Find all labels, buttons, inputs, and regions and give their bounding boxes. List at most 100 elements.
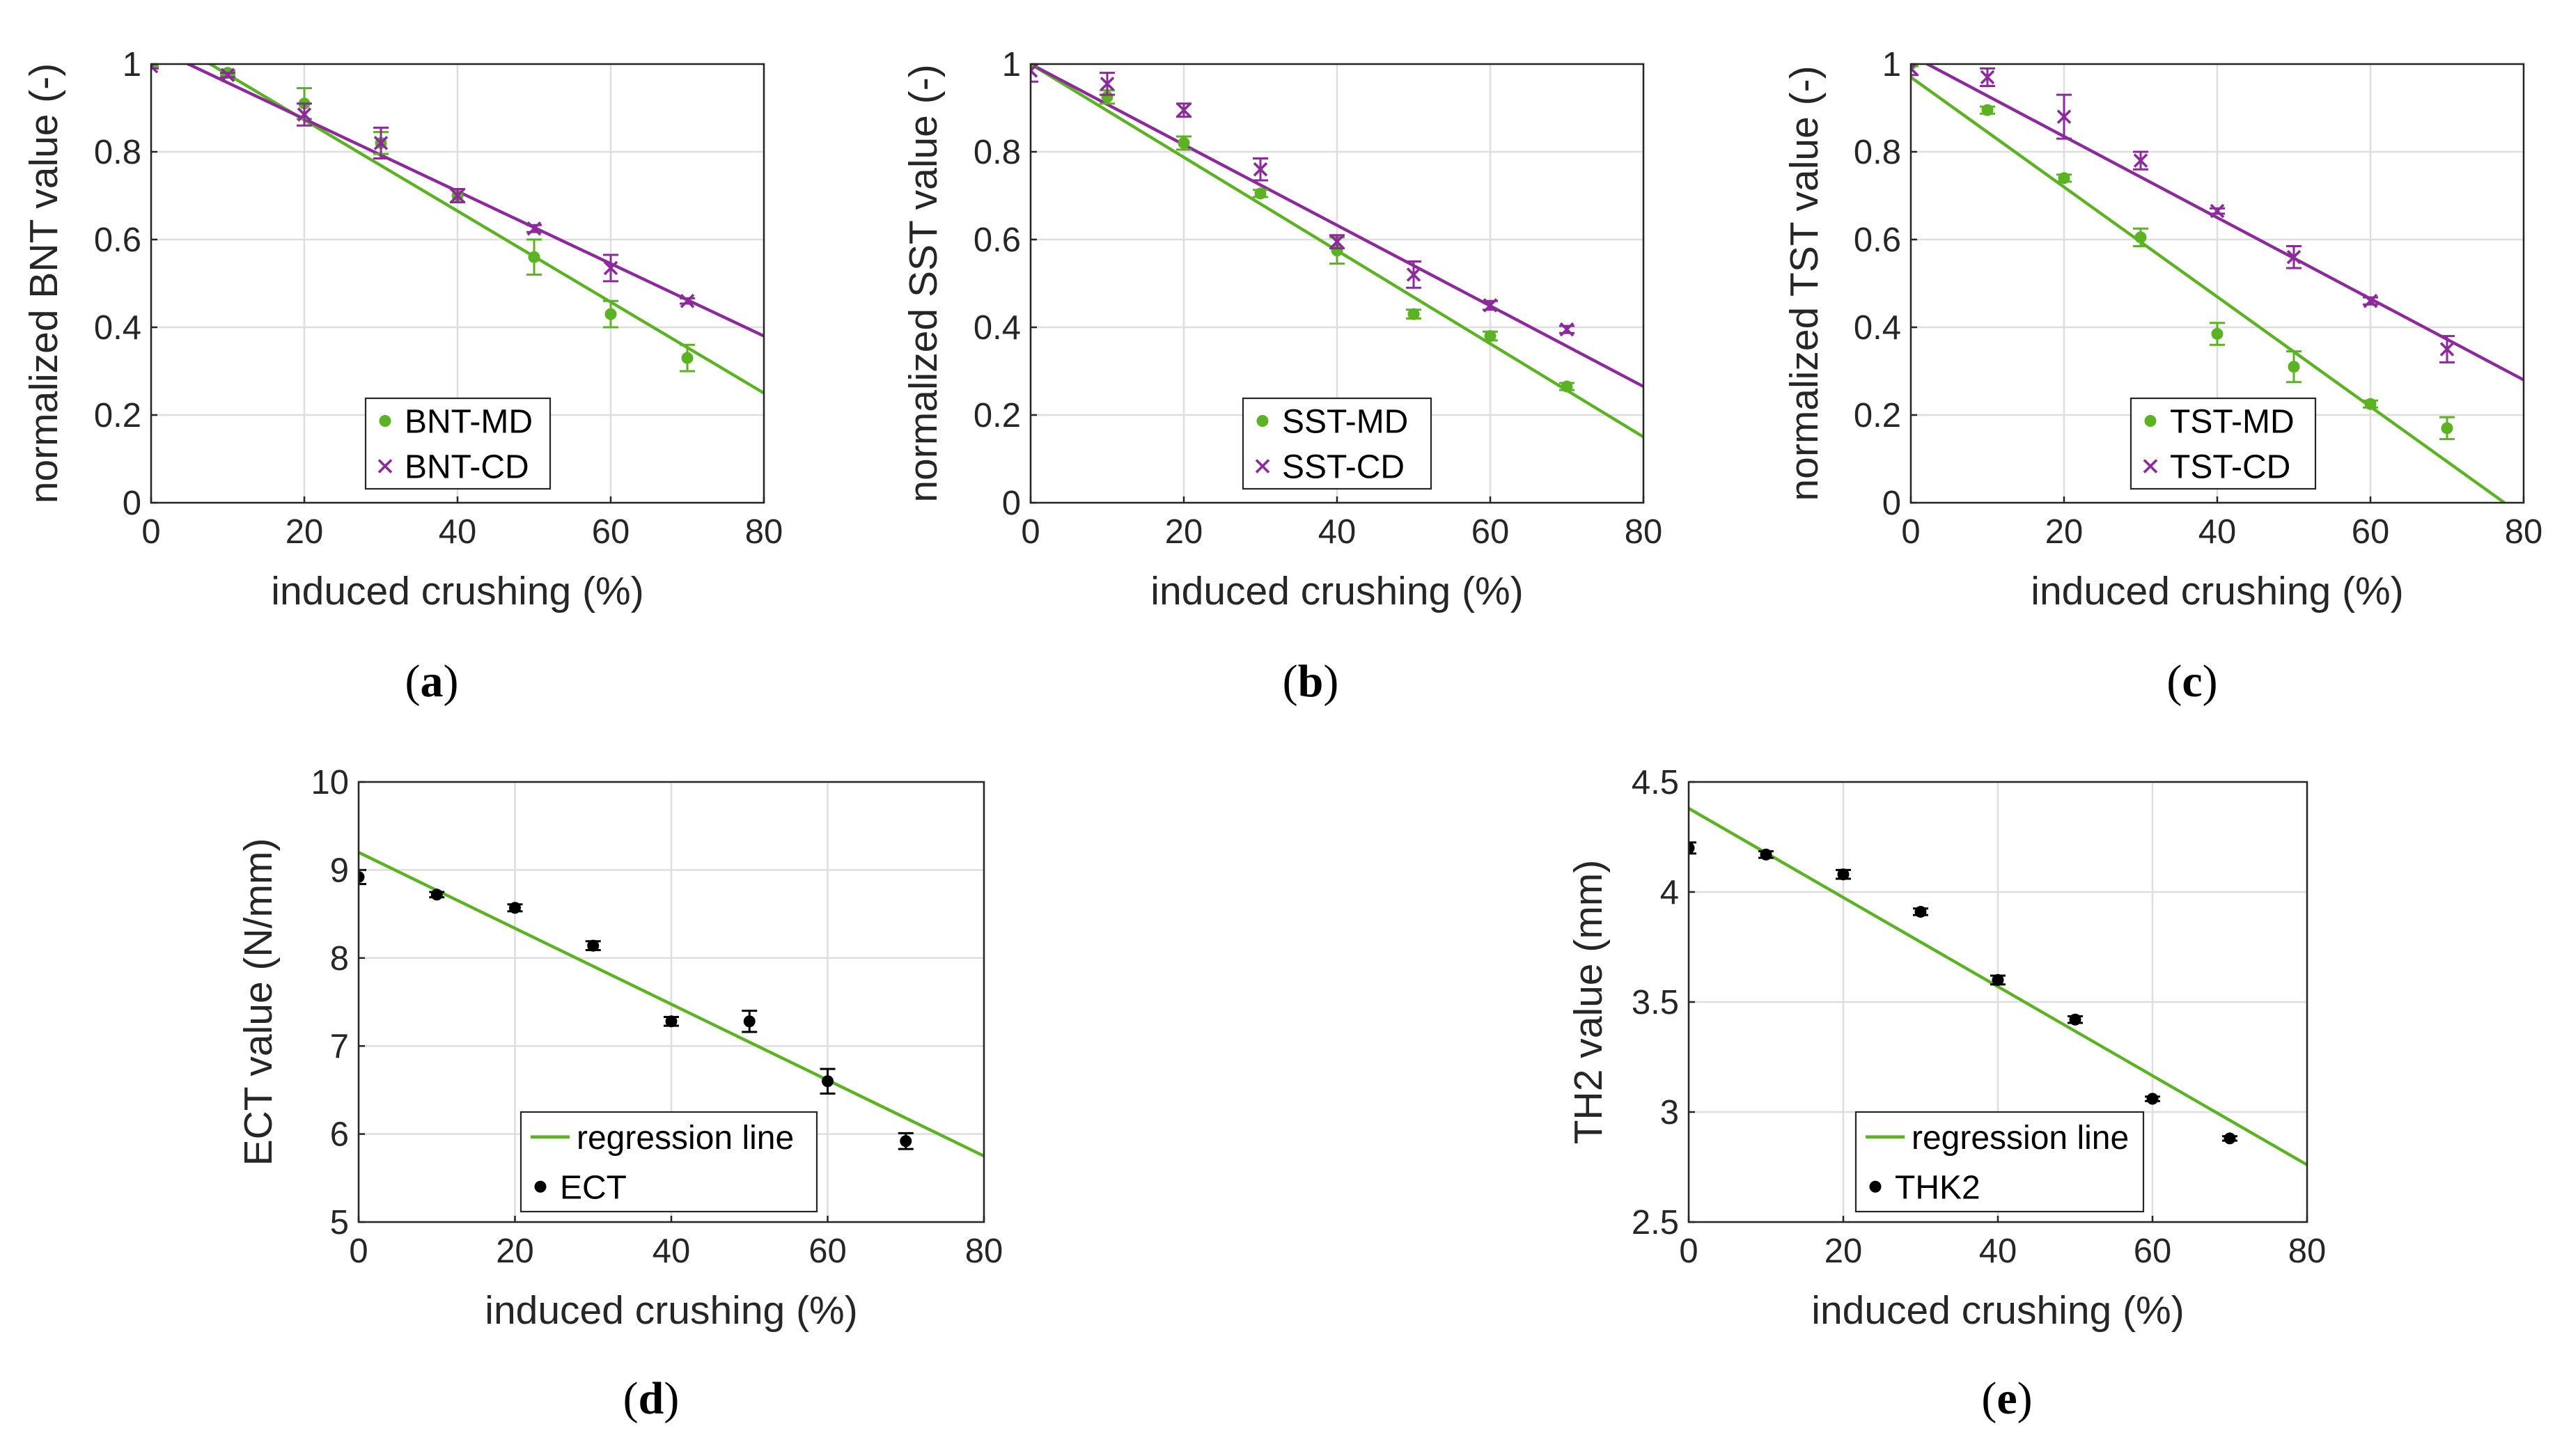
legend: TST-MD TST-CD xyxy=(2130,397,2317,490)
caption-open-paren: ( xyxy=(1981,1373,1996,1424)
caption-open-paren: ( xyxy=(405,656,421,707)
x-tick-label: 80 xyxy=(965,1232,1003,1270)
caption-close-paren: ) xyxy=(2203,656,2218,707)
panel-c: 0 20 40 60 80 0 0.2 0.4 0.6 0.8 1 induced crushing … xyxy=(1782,46,2542,707)
legend-label-bnt-md: BNT-MD xyxy=(405,404,533,441)
legend-label-ect: ECT xyxy=(560,1169,627,1206)
fit-line-tst-md xyxy=(1911,76,2506,503)
x-tick-label: 40 xyxy=(2198,513,2237,551)
legend-swatch-tst-md xyxy=(2144,415,2157,427)
data-point-tst-md xyxy=(2211,327,2224,340)
data-point-bnt-cd xyxy=(680,293,695,308)
plot-content xyxy=(1689,807,2307,1166)
data-point-bnt-md xyxy=(604,308,617,320)
data-point-tst-cd xyxy=(2056,109,2072,124)
x-tick-label: 40 xyxy=(439,513,477,551)
data-point-sst-md xyxy=(1178,136,1190,149)
x-tick-label: 20 xyxy=(1165,513,1203,551)
legend: SST-MD SST-CD xyxy=(1242,397,1432,490)
x-tick-label: 20 xyxy=(2045,513,2084,551)
y-tick-label: 10 xyxy=(311,764,349,801)
data-point-sst-cd xyxy=(1329,234,1345,249)
data-point-tst-md xyxy=(1981,104,1994,116)
caption-letter: e xyxy=(1996,1373,2017,1424)
y-tick-label: 0.8 xyxy=(974,134,1021,171)
plot-content xyxy=(1031,64,1643,439)
x-tick-label: 20 xyxy=(1824,1232,1863,1270)
legend-swatch-bnt-cd xyxy=(377,459,393,473)
y-tick-label: 0 xyxy=(123,485,141,522)
x-axis-label: induced crushing (%) xyxy=(1150,569,1523,613)
panel-b: 0 20 40 60 80 0 0.2 0.4 0.6 0.8 1 induced crushing … xyxy=(901,46,1662,707)
y-tick-label: 9 xyxy=(330,852,349,889)
legend-label-sst-cd: SST-CD xyxy=(1282,449,1405,486)
x-tick-label: 60 xyxy=(808,1232,847,1270)
x-tick-label: 60 xyxy=(592,513,630,551)
error-bar-bnt-cd xyxy=(151,64,159,70)
y-tick-label: 0.4 xyxy=(974,309,1021,347)
caption-open-paren: ( xyxy=(2166,656,2182,707)
data-point-tst-cd xyxy=(2133,153,2148,168)
data-point-sst-md xyxy=(1254,187,1267,200)
panel-caption: (d) xyxy=(623,1373,680,1424)
data-point-ect xyxy=(822,1075,834,1088)
data-point-tst-md xyxy=(2441,422,2453,435)
y-tick-label: 3 xyxy=(1660,1094,1679,1132)
legend-label-tst-cd: TST-CD xyxy=(2170,449,2290,486)
legend: regression line ECT xyxy=(519,1111,818,1213)
panel-caption: (a) xyxy=(405,656,459,707)
y-tick-label: 0.4 xyxy=(1854,309,1901,347)
x-axis-label: induced crushing (%) xyxy=(2031,569,2403,613)
x-tick-label: 60 xyxy=(1471,513,1510,551)
legend-label-regression-line: regression line xyxy=(1912,1120,2129,1157)
legend-box xyxy=(1242,397,1432,490)
data-point-bnt-cd xyxy=(603,260,618,276)
data-point-ect xyxy=(509,902,521,914)
data-point-sst-cd xyxy=(1559,322,1574,337)
y-tick-label: 5 xyxy=(330,1204,349,1242)
panel-a: 0 20 40 60 80 0 0.2 0.4 0.6 0.8 1 induced crushing … xyxy=(22,46,783,707)
y-axis-label: normalized TST value (-) xyxy=(1782,65,1827,501)
data-point-bnt-cd xyxy=(373,136,389,150)
data-point-bnt-md xyxy=(528,251,540,263)
data-point-sst-cd xyxy=(1406,267,1421,282)
caption-close-paren: ) xyxy=(444,656,459,707)
x-axis-label: induced crushing (%) xyxy=(1811,1288,2184,1333)
y-tick-label: 6 xyxy=(330,1116,349,1154)
legend: BNT-MD BNT-CD xyxy=(364,397,552,490)
error-bar-sst-cd xyxy=(1031,64,1038,83)
data-point-thk2 xyxy=(2069,1013,2081,1026)
data-point-tst-md xyxy=(2058,172,2070,185)
plot-content xyxy=(1911,64,2524,503)
x-tick-label: 40 xyxy=(1318,513,1357,551)
legend-box xyxy=(1854,1111,2145,1213)
y-tick-label: 1 xyxy=(123,46,141,84)
panel-caption: (c) xyxy=(2166,656,2217,707)
x-tick-label: 80 xyxy=(2288,1232,2327,1270)
caption-close-paren: ) xyxy=(2017,1373,2033,1424)
x-axis-label: induced crushing (%) xyxy=(271,569,643,613)
data-point-thk2 xyxy=(2224,1132,2236,1145)
fit-line-regression-line xyxy=(1689,807,2307,1166)
caption-open-paren: ( xyxy=(623,1373,639,1424)
legend-label-regression-line: regression line xyxy=(577,1120,794,1157)
x-tick-label: 60 xyxy=(2134,1232,2172,1270)
x-tick-label: 40 xyxy=(1979,1232,2017,1270)
panel-d: 0 20 40 60 80 5 6 7 8 9 10 induced crushing (%) ECT … xyxy=(236,764,1003,1424)
legend-swatch-sst-md xyxy=(1256,415,1269,427)
y-tick-label: 0.8 xyxy=(1854,134,1901,171)
caption-close-paren: ) xyxy=(664,1373,679,1424)
data-point-bnt-cd xyxy=(151,64,159,74)
x-tick-label: 80 xyxy=(2505,513,2543,551)
panel-caption: (b) xyxy=(1283,656,1339,707)
data-point-ect xyxy=(587,939,600,952)
y-tick-label: 7 xyxy=(330,1028,349,1065)
panel-caption: (e) xyxy=(1981,1373,2032,1424)
data-point-sst-md xyxy=(1407,308,1420,320)
y-tick-label: 4.5 xyxy=(1632,764,1679,801)
data-point-thk2 xyxy=(1689,842,1695,854)
caption-letter: d xyxy=(639,1373,664,1424)
caption-letter: c xyxy=(2182,656,2202,707)
caption-close-paren: ) xyxy=(1323,656,1338,707)
x-tick-label: 60 xyxy=(2352,513,2390,551)
